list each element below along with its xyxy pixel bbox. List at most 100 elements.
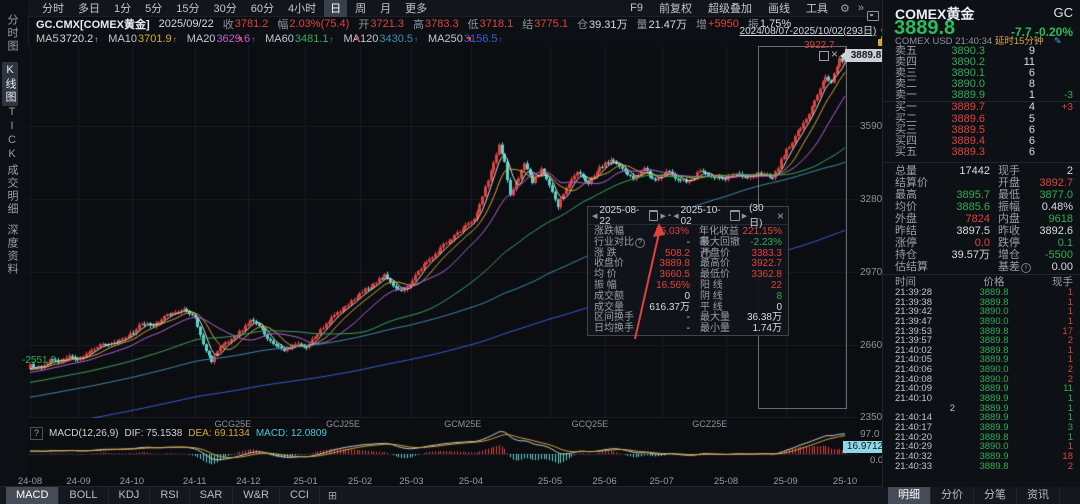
orderbook-row[interactable]: 买五 3889.3 6 <box>883 146 1080 158</box>
last-price: 3889.8 <box>894 17 956 39</box>
ma-item: MA250 3156.5↑ <box>428 33 503 45</box>
trade-volume: 1 <box>1067 412 1073 424</box>
orderbook-row[interactable]: 买二 3889.6 5 <box>883 112 1080 125</box>
orderbook-row[interactable]: 买一 3889.7 4 +3 <box>883 101 1080 113</box>
field-value: 3781.2 <box>234 17 269 30</box>
ma-label: MA250 <box>428 32 463 45</box>
stats-row: 外盘 7824 内盘 9618 <box>883 213 1080 225</box>
contract-roll-label: GCG25E <box>214 419 252 429</box>
toolbar-button[interactable]: 超级叠加 <box>708 3 752 15</box>
help-icon[interactable]: ? <box>30 427 43 440</box>
trade-row: 21:40:10 3889.9 1 <box>883 394 1080 404</box>
indicator-tab-sar[interactable]: SAR <box>190 487 234 504</box>
pencil-icon[interactable]: ✎ <box>1054 36 1062 46</box>
toolbar-button[interactable]: 前复权 <box>659 3 692 15</box>
period-tab[interactable]: 更多 <box>405 3 428 15</box>
detail-tabs: 明细 分价 分笔 资讯 <box>888 487 1060 504</box>
indicator-tab-boll[interactable]: BOLL <box>59 487 109 504</box>
sidebar-item-1[interactable]: 分时图 <box>6 14 18 53</box>
trade-price: 3889.9 <box>979 402 1009 414</box>
toolbar-button[interactable]: F9 <box>630 2 643 14</box>
orderbook-row[interactable]: 卖四 3890.2 11 <box>883 56 1080 69</box>
period-tab[interactable]: 分时 <box>42 3 64 15</box>
orderbook-row[interactable]: 卖一 3889.9 1 -3 <box>883 89 1080 102</box>
ma-value: 3430.5↑ <box>379 32 419 45</box>
stat-label: 增仓 <box>998 249 1020 261</box>
detail-tab[interactable]: 分价 <box>931 487 974 504</box>
tooltip-row: 成交额 0 阴 线 8 <box>594 291 782 303</box>
orderbook-level-label: 买三 <box>895 123 917 136</box>
indicator-tab-w&r[interactable]: W&R <box>233 487 280 504</box>
tooltip-label: 最大回撤? <box>700 236 740 259</box>
orderbook-row[interactable]: 卖三 3890.1 6 <box>883 68 1080 79</box>
orderbook-row[interactable]: 买三 3889.5 6 <box>883 123 1080 136</box>
toolbar-button[interactable]: 画线 <box>768 3 790 15</box>
sidebar-item-4[interactable]: 成交明细 <box>6 164 18 216</box>
macd-value-badge: 16.9712 <box>843 441 887 453</box>
period-tab[interactable]: 日 <box>324 0 348 17</box>
close-icon[interactable]: × <box>776 208 784 223</box>
symbol-field: 2025/09/22 <box>159 16 214 32</box>
indicator-tab-cci[interactable]: CCI <box>280 487 320 504</box>
period-tab[interactable]: 周 <box>355 3 367 15</box>
calendar-icon[interactable] <box>730 210 740 221</box>
period-tab[interactable]: 15分 <box>176 3 200 15</box>
toolbar-button[interactable]: 工具 <box>806 3 828 15</box>
period-tab[interactable]: 60分 <box>250 3 274 15</box>
orderbook-volume: 5 <box>1028 112 1035 125</box>
prev-date-icon[interactable]: ◀ <box>673 212 679 220</box>
detail-tab[interactable]: 明细 <box>888 487 931 504</box>
period-tab[interactable]: 多日 <box>78 3 100 15</box>
range-stats-tooltip: ◀ 2025-08-22 ▶ - ◀ 2025-10-02 ▶ (30日) × … <box>587 203 789 336</box>
indicator-tab-kdj[interactable]: KDJ <box>109 487 151 504</box>
period-tab[interactable]: 月 <box>380 3 392 15</box>
more-chevrons-icon[interactable]: » <box>857 2 864 14</box>
calendar-icon[interactable] <box>649 210 659 221</box>
period-tab[interactable]: 1分 <box>114 3 132 15</box>
orderbook-level-label: 卖五 <box>895 45 917 57</box>
next-date-icon[interactable]: ▶ <box>660 212 666 220</box>
sidebar-item-2[interactable]: K线图 <box>2 62 18 106</box>
region-close-icon[interactable]: × <box>831 47 839 61</box>
orderbook-row[interactable]: 买四 3889.4 6 <box>883 135 1080 147</box>
sidebar-item-5[interactable]: 深度资料 <box>6 224 18 276</box>
indicator-tab-macd[interactable]: MACD <box>6 487 60 504</box>
range-start-date[interactable]: 2025-08-22 <box>599 204 640 227</box>
orderbook-volume: 1 <box>1028 89 1035 102</box>
period-tab[interactable]: 30分 <box>213 3 237 15</box>
sidebar-item-3[interactable]: TICK <box>6 106 18 162</box>
date-range-text[interactable]: 2024/08/07-2025/10/02(293日) <box>739 26 877 37</box>
ma-bar: MA5 3720.2↑ MA10 3701.9↑ MA20 3629.6↑ MA60 3481… <box>28 31 748 46</box>
drawn-arrow-annotation[interactable] <box>628 221 670 346</box>
orderbook-price: 3890.0 <box>951 78 985 91</box>
orderbook-row[interactable]: 卖五 3890.3 9 <box>883 45 1080 57</box>
period-tab[interactable]: 5分 <box>145 3 163 15</box>
gear-icon[interactable]: ⚙ <box>840 2 850 15</box>
period-toolbar: 分时 多日 1分 5分 15分 30分 60分 4小时日周 月 更多 F9 前复权 超级叠加 画线 工具 ⚙… <box>28 0 880 17</box>
tooltip-label: 最小量 <box>700 323 730 335</box>
snapshot-icon[interactable] <box>867 11 879 21</box>
ma-value: 3629.6↑ <box>216 32 256 45</box>
orderbook-row[interactable]: 卖二 3890.0 8 <box>883 79 1080 90</box>
macd-chart[interactable] <box>28 428 858 476</box>
date-range-control[interactable]: 2024/08/07-2025/10/02(293日) ▼ <box>735 11 888 46</box>
trade-time: 21:40:29 <box>895 441 932 453</box>
time-sales-list[interactable]: 21:39:28 3889.8 1 21:39:38 3889.8 1 21:39:42 38… <box>883 288 1080 471</box>
prev-date-icon[interactable]: ◀ <box>592 212 598 220</box>
next-date-icon[interactable]: ▶ <box>741 212 748 220</box>
orderbook-price: 3889.5 <box>951 123 985 136</box>
region-zoom-icon[interactable] <box>819 51 829 61</box>
stat-label: 结算价 <box>895 177 928 189</box>
add-indicator-icon[interactable]: ⊞ <box>327 490 338 502</box>
detail-tab[interactable]: 分笔 <box>974 487 1017 504</box>
range-end-date[interactable]: 2025-10-02 <box>680 204 721 227</box>
detail-tab[interactable]: 资讯 <box>1017 487 1060 504</box>
indicator-tab-rsi[interactable]: RSI <box>150 487 190 504</box>
stat-value: 3877.0 <box>1039 189 1073 201</box>
tooltip-row: 区间换手 - 最大量 36.38万 <box>594 313 782 324</box>
trade-time: 21:40:09 <box>895 383 932 395</box>
period-tab[interactable]: 4小时 <box>288 3 317 15</box>
orderbook-level-label: 卖四 <box>895 56 917 69</box>
y-axis-label: 3590 <box>860 121 883 132</box>
tooltip-label: 日均换手 <box>594 323 634 335</box>
